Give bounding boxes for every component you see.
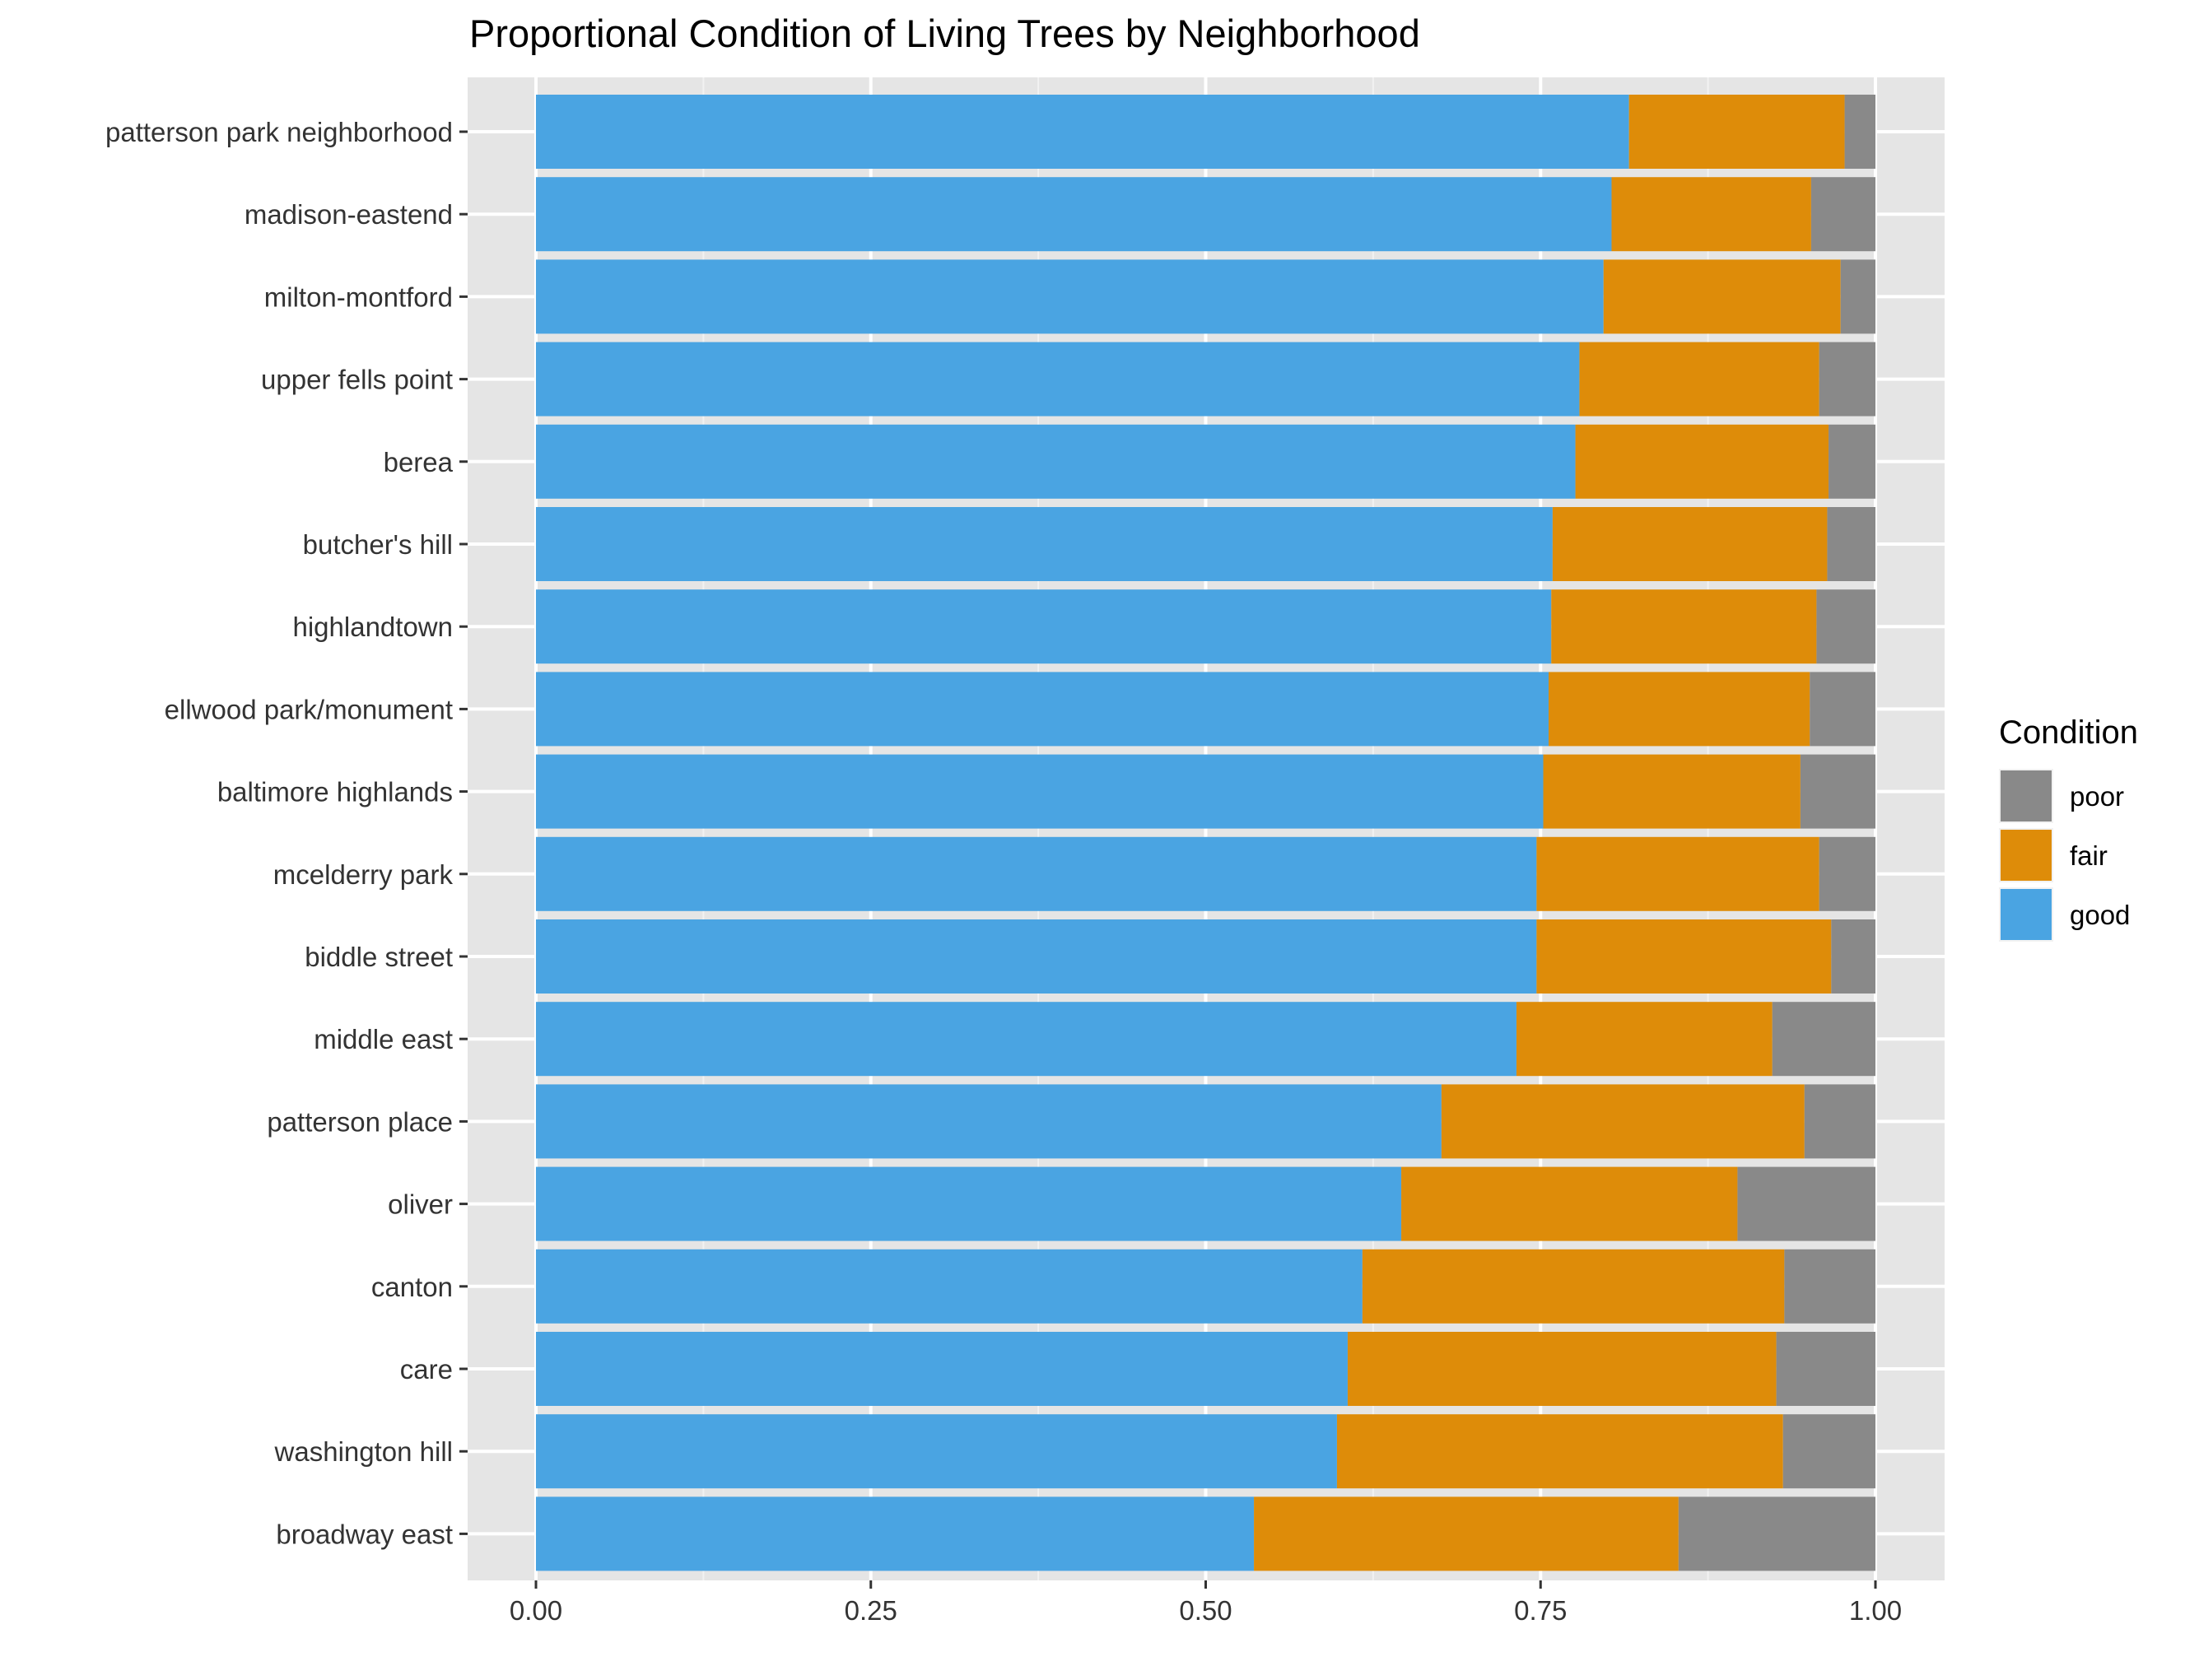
- x-tick-label: 1.00: [1849, 1595, 1902, 1626]
- bar-segment-poor: [1819, 836, 1875, 911]
- bar-segment-good: [536, 1414, 1337, 1489]
- y-tick-label: care: [400, 1354, 453, 1384]
- bar-segment-poor: [1810, 177, 1875, 252]
- bar-segment-poor: [1782, 1414, 1875, 1489]
- bar-segment-poor: [1772, 1002, 1875, 1077]
- bar-segment-fair: [1516, 1002, 1773, 1077]
- y-tick-label: upper fells point: [261, 365, 453, 395]
- bar-segment-fair: [1536, 919, 1832, 994]
- bar-segment-poor: [1800, 754, 1875, 829]
- y-tick-label: patterson place: [267, 1106, 453, 1137]
- bar-segment-fair: [1536, 836, 1819, 911]
- legend-label-fair: fair: [2070, 840, 2108, 871]
- bar-segment-poor: [1737, 1166, 1875, 1241]
- y-tick-label: patterson park neighborhood: [105, 117, 453, 147]
- bar-segment-good: [536, 1249, 1363, 1324]
- bar-segment-poor: [1810, 672, 1875, 747]
- y-tick-label: milton-montford: [264, 282, 453, 312]
- bar-segment-good: [536, 177, 1612, 252]
- bar-segment-good: [536, 672, 1549, 747]
- bar-segment-fair: [1336, 1414, 1783, 1489]
- bar-segment-fair: [1549, 672, 1810, 747]
- bar-segment-good: [536, 342, 1580, 417]
- y-tick-label: butcher's hill: [303, 529, 453, 560]
- y-tick-label: broadway east: [276, 1519, 453, 1549]
- y-tick-label: middle east: [314, 1024, 453, 1054]
- bar-segment-good: [536, 919, 1537, 994]
- y-tick-label: berea: [384, 447, 454, 477]
- y-tick-label: canton: [371, 1272, 453, 1302]
- bar-segment-poor: [1819, 342, 1875, 417]
- legend-label-good: good: [2070, 900, 2130, 930]
- bar-segment-fair: [1551, 589, 1817, 664]
- bar-segment-good: [536, 1002, 1516, 1077]
- chart-title: Proportional Condition of Living Trees b…: [469, 12, 1420, 55]
- x-tick-label: 0.25: [845, 1595, 897, 1626]
- legend-title: Condition: [1999, 714, 2138, 751]
- bar-segment-poor: [1816, 589, 1875, 664]
- bar-segment-poor: [1678, 1496, 1875, 1571]
- legend-swatch-poor: [2001, 770, 2052, 821]
- y-tick-label: mcelderry park: [273, 859, 454, 890]
- y-tick-label: washington hill: [274, 1436, 453, 1467]
- y-tick-label: oliver: [388, 1189, 453, 1220]
- bar-segment-poor: [1844, 95, 1875, 169]
- legend: Condition poor fair good: [1999, 714, 2138, 942]
- y-tick-label: madison-eastend: [245, 199, 453, 230]
- bar-segment-poor: [1840, 259, 1875, 334]
- legend-swatch-good: [2001, 889, 2052, 940]
- bar-segment-fair: [1543, 754, 1801, 829]
- bar-segment-fair: [1347, 1332, 1777, 1406]
- bar-segment-poor: [1831, 919, 1875, 994]
- y-tick-label: baltimore highlands: [217, 777, 453, 807]
- bar-segment-fair: [1579, 342, 1819, 417]
- legend-label-poor: poor: [2070, 781, 2124, 812]
- x-tick-label: 0.50: [1179, 1595, 1232, 1626]
- y-tick-label: highlandtown: [293, 612, 454, 642]
- bar-segment-poor: [1776, 1332, 1875, 1406]
- bar-segment-good: [536, 507, 1553, 581]
- x-tick-label: 0.00: [510, 1595, 562, 1626]
- plot-area: patterson park neighborhood madison-easte…: [105, 77, 1945, 1626]
- bar-segment-poor: [1829, 424, 1875, 499]
- bar-segment-good: [536, 1084, 1442, 1159]
- bar-segment-good: [536, 1496, 1255, 1571]
- bar-segment-fair: [1552, 507, 1828, 581]
- bar-segment-fair: [1575, 424, 1829, 499]
- bar-segment-fair: [1254, 1496, 1679, 1571]
- bar-segment-good: [536, 589, 1552, 664]
- bar-segment-good: [536, 836, 1537, 911]
- bar-segment-good: [536, 754, 1544, 829]
- bar-segment-fair: [1441, 1084, 1805, 1159]
- bar-segment-good: [536, 424, 1576, 499]
- legend-swatch-fair: [2001, 830, 2052, 881]
- bar-segment-fair: [1362, 1249, 1785, 1324]
- bar-segment-poor: [1804, 1084, 1875, 1159]
- bar-segment-fair: [1401, 1166, 1738, 1241]
- bar-segment-good: [536, 1166, 1402, 1241]
- y-tick-label: ellwood park/monument: [165, 694, 453, 724]
- x-tick-label: 0.75: [1514, 1595, 1567, 1626]
- bar-segment-good: [536, 259, 1604, 334]
- bar-segment-poor: [1827, 507, 1875, 581]
- bar-segment-poor: [1784, 1249, 1875, 1324]
- bar-segment-good: [536, 1332, 1348, 1406]
- bar-segment-fair: [1611, 177, 1811, 252]
- bar-segment-fair: [1603, 259, 1841, 334]
- y-tick-label: biddle street: [305, 942, 453, 972]
- bar-segment-good: [536, 95, 1629, 169]
- bar-segment-fair: [1628, 95, 1845, 169]
